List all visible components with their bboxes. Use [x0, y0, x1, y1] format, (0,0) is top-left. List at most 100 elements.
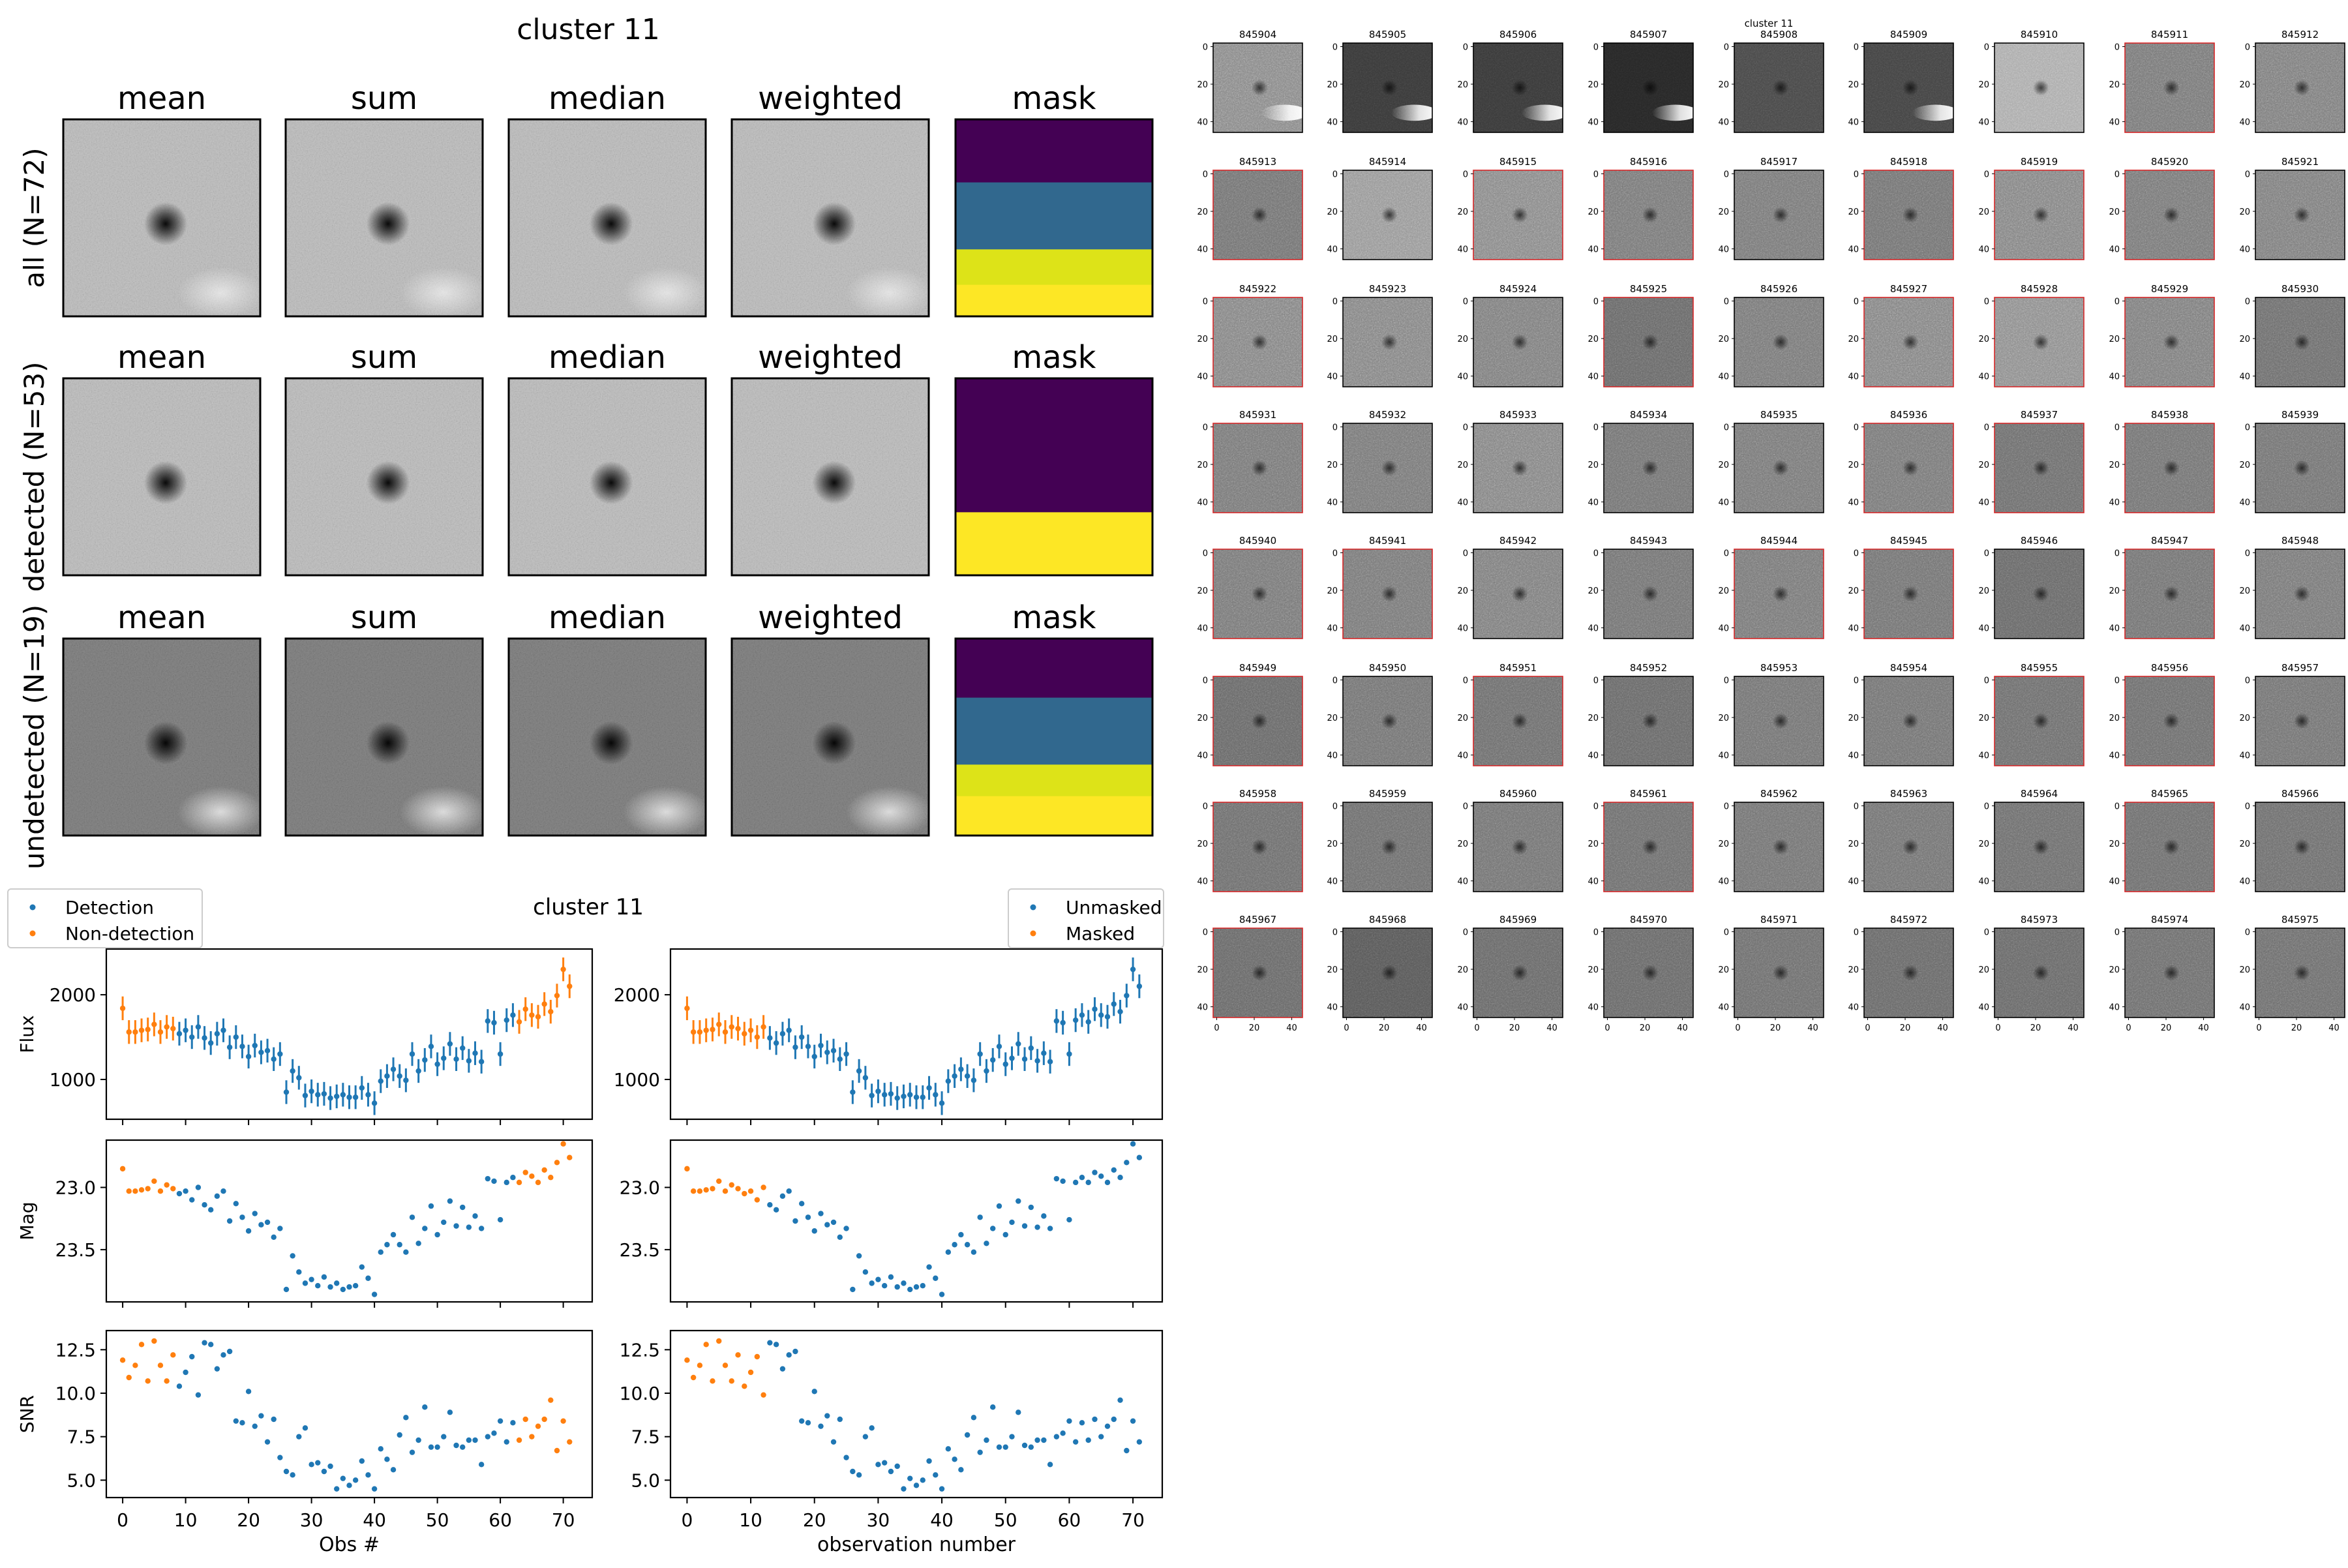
- cutout-ytick-label: 0: [1593, 927, 1599, 937]
- stack-col-label-2: median: [549, 80, 666, 117]
- lc-point: [1066, 1216, 1072, 1223]
- cutout-frame: [1863, 802, 1954, 892]
- lc-point: [245, 1389, 252, 1395]
- lc-point: [132, 1188, 138, 1194]
- lc-point: [415, 1437, 421, 1443]
- cutout-ytick-label: 40: [1457, 498, 1468, 508]
- cutout-title: 845929: [2151, 283, 2188, 295]
- cutout-845921: 845921 0 20 40: [2239, 156, 2345, 260]
- stack-image-frame: [62, 118, 262, 318]
- stack-image-source: [589, 721, 633, 765]
- lc-point: [1016, 1041, 1021, 1047]
- stack-image-artifact: [400, 267, 487, 319]
- lc-point: [126, 1374, 132, 1381]
- cutout-ytick-label: 20: [1197, 460, 1208, 470]
- lc-point: [996, 1444, 1002, 1450]
- cutout-845938: 845938 0 20 40: [2109, 409, 2215, 513]
- lc-point: [504, 1017, 509, 1023]
- cutout-source: [1902, 586, 1919, 602]
- lc-legend-marker: [29, 904, 36, 911]
- cutout-845961: 845961 0 20 40: [1588, 788, 1694, 892]
- stack-image-source: [812, 202, 856, 246]
- lc-point: [1002, 1444, 1008, 1450]
- cutout-source: [2293, 839, 2310, 855]
- lc-point: [1136, 1439, 1143, 1445]
- cutout-title: 845966: [2281, 788, 2319, 800]
- lc-point: [239, 1044, 245, 1049]
- cutout-title: 845962: [1760, 788, 1798, 800]
- cutout-ytick-label: 0: [2245, 42, 2250, 52]
- cutout-ytick-label: 40: [1327, 751, 1338, 761]
- lc-point: [478, 1226, 485, 1231]
- lc-point: [176, 1031, 183, 1037]
- stack-col-label-3: weighted: [758, 80, 903, 117]
- cutout-845925: 845925 0 20 40: [1588, 283, 1694, 387]
- lc-point: [541, 1001, 547, 1007]
- cutout-streak: [1261, 104, 1308, 121]
- lc-point: [760, 1024, 766, 1030]
- cutout-title: 845927: [1890, 283, 1927, 295]
- cutout-source: [1251, 965, 1268, 981]
- cutout-ytick-label: 0: [1593, 170, 1599, 179]
- lc-point: [441, 1434, 447, 1440]
- lc-xtick-label: 0: [681, 1509, 693, 1531]
- stack-col-label-1: sum: [351, 339, 417, 376]
- lc-point: [945, 1446, 952, 1452]
- cutout-source: [1381, 586, 1398, 602]
- cutout-frame: [2255, 802, 2345, 892]
- cutout-title: 845907: [1630, 29, 1667, 40]
- cutout-title: 845950: [1369, 662, 1406, 674]
- cutout-title: 845968: [1369, 914, 1406, 926]
- lc-point: [971, 1415, 977, 1421]
- lc-point: [990, 1404, 996, 1410]
- cutout-845914: 845914 0 20 40: [1327, 156, 1433, 260]
- lc-point: [384, 1456, 390, 1462]
- cutout-ytick-label: 40: [1197, 624, 1208, 634]
- lc-point: [1002, 1231, 1008, 1238]
- stack-image-frame: [62, 637, 262, 837]
- lc-point: [409, 1449, 415, 1455]
- lc-point: [189, 1034, 195, 1040]
- cutout-ytick-label: 0: [1332, 802, 1338, 811]
- lc-point: [735, 1025, 741, 1032]
- lc-point: [466, 1437, 472, 1443]
- cutout-ytick-label: 0: [1203, 927, 1208, 937]
- lc-point: [157, 1363, 164, 1368]
- cutout-ytick-label: 20: [1457, 839, 1468, 849]
- cutout-source: [1381, 80, 1398, 96]
- lc-ytick-label: 23.0: [55, 1177, 96, 1198]
- cutout-ytick-label: 40: [2239, 498, 2250, 508]
- lc-point: [856, 1253, 862, 1259]
- cutout-845926: 845926 0 20 40: [1718, 283, 1824, 387]
- lc-point: [397, 1073, 402, 1079]
- lc-point: [428, 1444, 434, 1450]
- lc-point: [535, 1423, 541, 1429]
- stack-image-source: [143, 460, 188, 505]
- cutout-title: 845941: [1369, 535, 1406, 547]
- lc-point: [894, 1463, 900, 1470]
- stack-image-artifact: [623, 786, 710, 838]
- lc-point: [447, 1198, 453, 1204]
- lc-point: [333, 1093, 340, 1100]
- lc-point: [747, 1369, 754, 1376]
- cutout-ytick-label: 40: [1588, 372, 1599, 382]
- cutout-ytick-label: 0: [2115, 802, 2120, 811]
- lc-point: [1028, 1444, 1034, 1450]
- cutout-source: [1251, 207, 1268, 223]
- cutout-ytick-label: 0: [1203, 676, 1208, 686]
- stack-mask: [954, 118, 1154, 318]
- lc-point: [541, 1167, 547, 1173]
- lc-ylabel: Mag: [16, 1201, 38, 1240]
- cutout-ytick-label: 40: [2239, 624, 2250, 634]
- cutout-source: [2032, 586, 2049, 602]
- cutout-ytick-label: 20: [1588, 714, 1599, 723]
- lc-point: [990, 1057, 996, 1063]
- lc-point: [478, 1462, 485, 1468]
- lc-point: [283, 1286, 290, 1293]
- lc-point: [881, 1460, 888, 1466]
- cutout-frame: [2255, 423, 2345, 513]
- cutout-xtick-label: 40: [2198, 1023, 2209, 1033]
- lc-point: [1028, 1045, 1034, 1051]
- cutout-frame: [1473, 42, 1563, 133]
- cutout-frame: [1342, 549, 1433, 639]
